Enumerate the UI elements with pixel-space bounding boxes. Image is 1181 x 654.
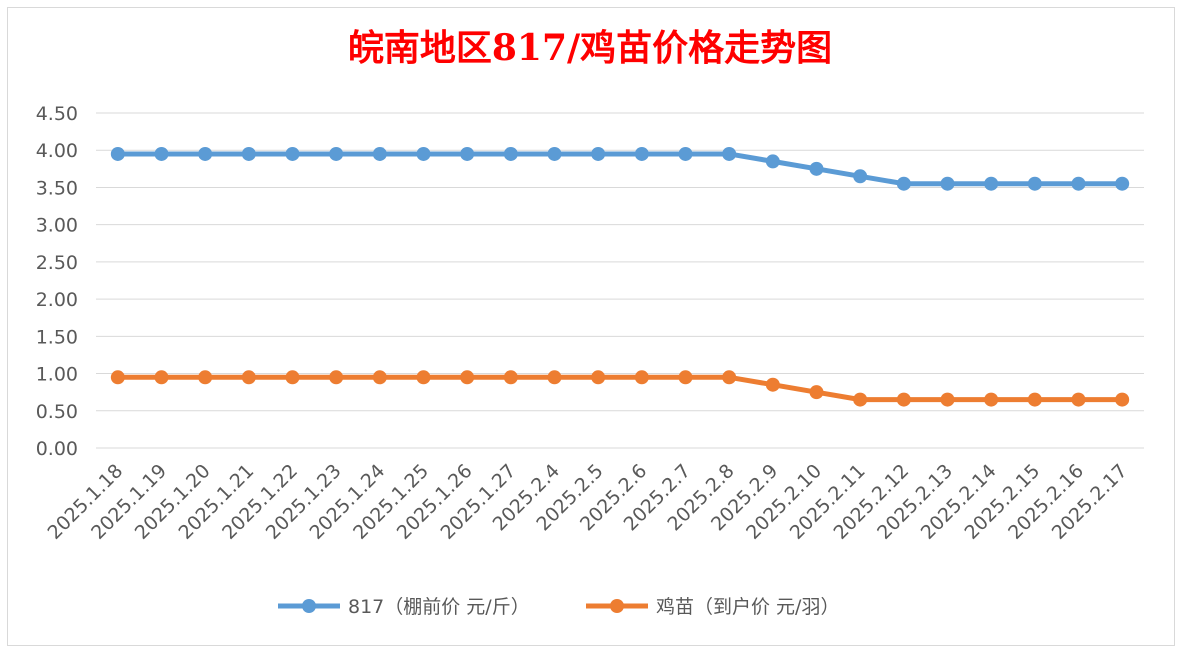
data-point bbox=[372, 146, 387, 161]
data-point bbox=[940, 176, 955, 191]
data-point bbox=[154, 146, 169, 161]
series-1 bbox=[110, 146, 1130, 191]
data-point bbox=[198, 146, 213, 161]
y-tick-label: 2.50 bbox=[36, 252, 78, 274]
data-point bbox=[285, 146, 300, 161]
series-2 bbox=[110, 370, 1130, 407]
data-point bbox=[1071, 176, 1086, 191]
data-point bbox=[329, 146, 344, 161]
data-point bbox=[329, 370, 344, 385]
chart-title: 皖南地区817/鸡苗价格走势图 bbox=[348, 27, 832, 69]
data-point bbox=[198, 370, 213, 385]
data-point bbox=[460, 370, 475, 385]
legend-label: 817（棚前价 元/斤） bbox=[348, 596, 530, 618]
y-tick-label: 0.50 bbox=[36, 401, 78, 423]
data-point bbox=[503, 370, 518, 385]
legend: 817（棚前价 元/斤） 鸡苗（到户价 元/羽） bbox=[278, 596, 839, 618]
data-point bbox=[765, 154, 780, 169]
data-point bbox=[154, 370, 169, 385]
data-point bbox=[372, 370, 387, 385]
data-point bbox=[547, 370, 562, 385]
data-point bbox=[241, 146, 256, 161]
y-tick-label: 1.00 bbox=[36, 364, 78, 386]
data-point bbox=[940, 392, 955, 407]
data-point bbox=[460, 146, 475, 161]
data-point bbox=[547, 146, 562, 161]
data-point bbox=[1027, 176, 1042, 191]
data-point bbox=[765, 377, 780, 392]
data-point bbox=[853, 169, 868, 184]
data-point bbox=[110, 370, 125, 385]
legend-item-2: 鸡苗（到户价 元/羽） bbox=[586, 596, 839, 618]
data-point bbox=[722, 370, 737, 385]
data-point bbox=[503, 146, 518, 161]
data-point bbox=[1115, 392, 1130, 407]
data-point bbox=[634, 146, 649, 161]
data-point bbox=[110, 146, 125, 161]
data-point bbox=[241, 370, 256, 385]
data-point bbox=[678, 146, 693, 161]
series-group bbox=[110, 146, 1130, 407]
data-point bbox=[809, 161, 824, 176]
legend-marker bbox=[610, 599, 624, 613]
data-point bbox=[634, 370, 649, 385]
data-point bbox=[853, 392, 868, 407]
data-point bbox=[722, 146, 737, 161]
legend-label: 鸡苗（到户价 元/羽） bbox=[656, 596, 839, 618]
y-tick-label: 3.00 bbox=[36, 215, 78, 237]
data-point bbox=[809, 385, 824, 400]
data-point bbox=[1027, 392, 1042, 407]
gridlines bbox=[96, 112, 1144, 449]
data-point bbox=[416, 146, 431, 161]
y-axis-tick-labels: 0.00 0.50 1.00 1.50 2.00 2.50 3.00 3.50 4.00 4.50 bbox=[36, 103, 78, 460]
y-tick-label: 4.50 bbox=[36, 103, 78, 125]
series-line bbox=[117, 374, 1123, 403]
y-tick-label: 3.50 bbox=[36, 177, 78, 199]
y-tick-label: 1.50 bbox=[36, 326, 78, 348]
legend-item-1: 817（棚前价 元/斤） bbox=[278, 596, 530, 618]
y-tick-label: 2.00 bbox=[36, 289, 78, 311]
data-point bbox=[416, 370, 431, 385]
legend-marker bbox=[302, 599, 316, 613]
data-point bbox=[591, 370, 606, 385]
data-point bbox=[591, 146, 606, 161]
y-tick-label: 0.00 bbox=[36, 438, 78, 460]
data-point bbox=[1115, 176, 1130, 191]
data-point bbox=[984, 392, 999, 407]
series-line bbox=[117, 151, 1123, 187]
data-point bbox=[984, 176, 999, 191]
data-point bbox=[1071, 392, 1086, 407]
data-point bbox=[678, 370, 693, 385]
chart-area-border bbox=[7, 7, 1175, 646]
data-point bbox=[285, 370, 300, 385]
y-tick-label: 4.00 bbox=[36, 140, 78, 162]
data-point bbox=[896, 176, 911, 191]
data-point bbox=[896, 392, 911, 407]
